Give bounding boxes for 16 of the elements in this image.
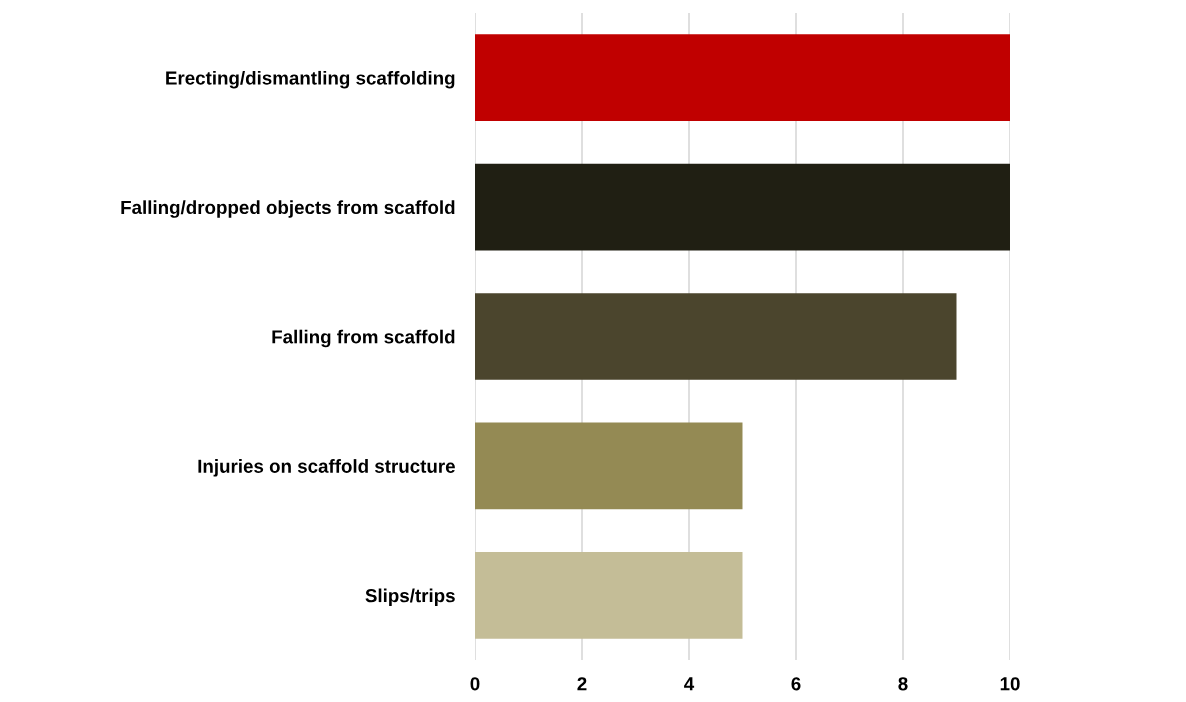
bar [475,551,743,639]
y-tick-label: Erecting/dismantling scaffolding [166,70,455,89]
x-tick-label: 6 [791,677,801,691]
x-tick-label: 0 [470,677,480,691]
y-tick-label: Injuries on scaffold structure [198,459,455,477]
x-tick-label: 2 [577,677,587,691]
x-tick-label: 4 [684,677,695,691]
y-tick-label: Slips/trips [365,588,455,606]
y-tick-label: Falling from scaffold [272,329,455,348]
x-tick-label: 10 [1000,677,1020,691]
bar [475,422,743,510]
bar [475,163,1010,251]
y-tick-label: Falling/dropped objects from scaffold [121,200,455,218]
x-tick-label: 8 [898,677,908,691]
bar [475,293,957,380]
bar [475,34,1010,122]
